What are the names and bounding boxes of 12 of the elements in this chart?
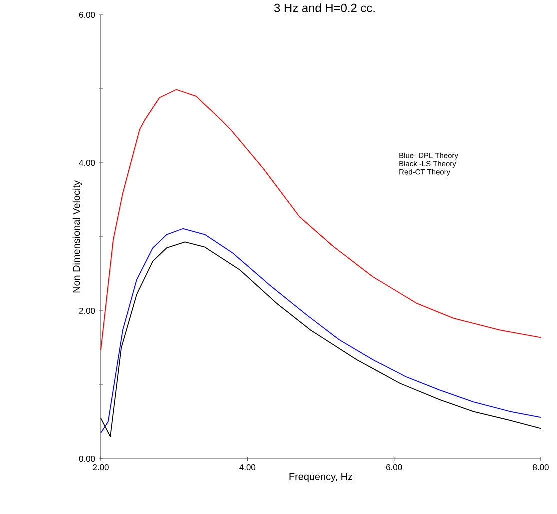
- x-axis-title: Frequency, Hz: [290, 473, 353, 482]
- y-axis-title: Non Dimensional Velocity: [72, 180, 82, 293]
- chart-title: 3 Hz and H=0.2 cc.: [274, 4, 375, 12]
- y-tick-label: 0.00: [79, 456, 96, 462]
- y-tick-label: 4.00: [79, 160, 96, 166]
- x-tick-label: 6.00: [386, 464, 402, 471]
- line-series: [100, 89, 542, 351]
- x-tick-label: 2.00: [93, 464, 109, 471]
- y-tick-label: 2.00: [79, 308, 96, 314]
- x-tick-label: 4.00: [240, 464, 256, 471]
- x-tick-label: 8.00: [533, 464, 549, 471]
- y-tick-label: 6.00: [79, 12, 96, 18]
